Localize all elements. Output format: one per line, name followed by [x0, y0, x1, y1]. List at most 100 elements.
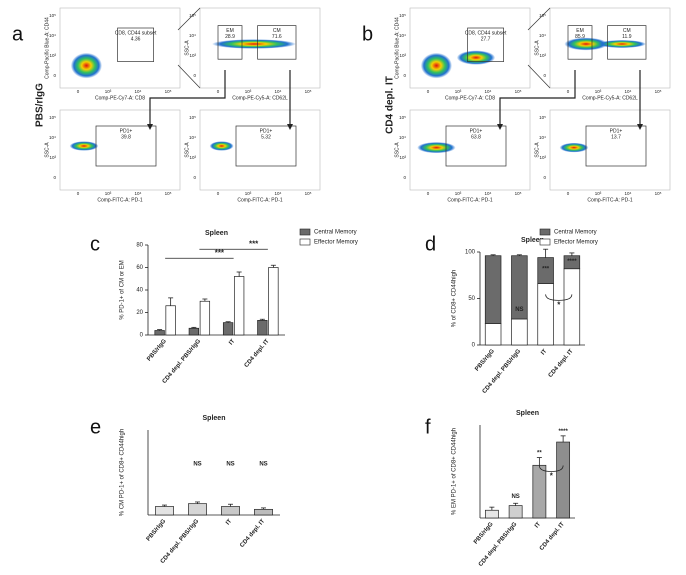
density-cloud [209, 141, 234, 151]
bar [199, 300, 211, 336]
gate-value: 63.8 [471, 134, 481, 140]
legend-swatch [539, 228, 551, 236]
bar [268, 267, 279, 336]
gate-label: EM [576, 28, 584, 34]
flow-x-label: Comp-PE-Cy5-A: CD62L [582, 95, 638, 101]
bar [155, 506, 174, 516]
x-tick-label: PBS/rIgG [474, 348, 496, 372]
flow-tick-label: 0 [567, 191, 570, 196]
panel-letter: f [425, 416, 431, 438]
flow-tick-label: 10⁵ [515, 191, 522, 196]
flow-y-label: Comp-Pacific Blue-A: CD44 [394, 17, 400, 79]
flow-tick-label: 10⁴ [49, 135, 56, 140]
legend-label: Central Memory [314, 230, 357, 236]
flow-y-label: SSC-A [534, 40, 540, 56]
bar [188, 327, 200, 336]
bar [508, 505, 523, 519]
panel-letter: c [90, 233, 100, 255]
gate-label: PD1+ [470, 128, 483, 134]
gate-value: 71.6 [272, 34, 282, 40]
flow-x-label: Comp-PE-Cy7-A: CD8 [445, 95, 495, 101]
gate-value: 4.36 [131, 36, 141, 42]
flow-tick-label: 0 [427, 191, 430, 196]
density-cloud [212, 39, 296, 49]
flow-x-label: Comp-PE-Cy7-A: CD8 [95, 95, 145, 101]
y-tick-label: 50 [468, 296, 475, 302]
chart-title: Spleen [205, 230, 228, 237]
zoom-line [177, 7, 201, 31]
y-tick-label: 20 [136, 310, 143, 316]
flow-tick-label: 10³ [539, 53, 546, 58]
density-cloud [69, 141, 99, 151]
gate-value: 11.9 [622, 34, 632, 40]
arrow-head [497, 124, 503, 130]
annotation: NS [193, 462, 201, 468]
bar-segment [484, 323, 502, 346]
flow-tick-label: 10³ [539, 155, 546, 160]
flow-tick-label: 10⁵ [189, 115, 196, 120]
sig-brace [545, 294, 573, 301]
flow-tick-label: 10³ [595, 89, 602, 94]
flow-tick-label: 10³ [105, 191, 112, 196]
panel-letter: a [12, 23, 24, 45]
annotation: **** [567, 259, 577, 265]
x-tick-label: CD4 depl. IT [539, 521, 566, 552]
bar [165, 305, 176, 336]
legend-label: Effector Memory [314, 240, 358, 246]
flow-tick-label: 10³ [595, 191, 602, 196]
flow-tick-label: 10⁵ [49, 13, 56, 18]
gate-label: CM [273, 28, 281, 34]
bar [233, 276, 245, 336]
flow-y-label: Comp-Pacific Blue-A: CD44 [44, 17, 50, 79]
flow-tick-label: 10⁴ [189, 135, 196, 140]
gate [257, 25, 297, 60]
x-tick-label: IT [540, 348, 548, 356]
flow-tick-label: 10⁴ [135, 89, 142, 94]
bar [532, 464, 547, 519]
legend-label: Central Memory [554, 230, 597, 236]
panel-letter: b [362, 23, 373, 45]
flow-tick-label: 10⁴ [399, 33, 406, 38]
flow-tick-label: 10⁵ [515, 89, 522, 94]
flow-tick-label: 10⁴ [399, 135, 406, 140]
flow-tick-label: 10⁴ [189, 33, 196, 38]
annotation: * [557, 300, 561, 309]
gate-value: 85.9 [575, 34, 585, 40]
flow-x-label: Comp-FITC-A: PD-1 [447, 197, 493, 203]
bar [154, 330, 165, 336]
x-tick-label: IT [228, 338, 236, 346]
chart-title: Spleen [516, 410, 539, 417]
flow-tick-label: 10⁴ [625, 191, 632, 196]
arrow-head [147, 124, 153, 130]
bar [257, 320, 268, 336]
density-cloud [598, 40, 646, 48]
density-cloud [456, 50, 496, 65]
zoom-line [527, 7, 551, 31]
flow-y-label: SSC-A [44, 142, 50, 158]
bar-segment [484, 255, 502, 324]
gate [445, 125, 507, 167]
flow-tick-label: 0 [77, 89, 80, 94]
flow-tick-label: 10³ [49, 53, 56, 58]
flow-tick-label: 0 [217, 89, 220, 94]
legend-swatch [299, 238, 311, 246]
x-tick-label: CD4 depl. IT [244, 338, 271, 369]
flow-x-label: Comp-FITC-A: PD-1 [237, 197, 283, 203]
gate-label: PD1+ [610, 128, 623, 134]
bar [188, 503, 207, 516]
flow-tick-label: 0 [217, 191, 220, 196]
y-axis-label: % PD-1+ of CM or EM [120, 260, 126, 320]
flow-tick-label: 10³ [49, 155, 56, 160]
flow-y-label: SSC-A [394, 142, 400, 158]
x-tick-label: CD4 depl. PBS/rIgG [162, 338, 203, 385]
panel-letter: d [425, 233, 436, 255]
flow-tick-label: 10⁴ [275, 191, 282, 196]
flow-tick-label: 0 [427, 89, 430, 94]
flow-x-label: Comp-PE-Cy5-A: CD62L [232, 95, 288, 101]
flow-tick-label: 0 [567, 89, 570, 94]
gate-label: CD8, CD44 subset [465, 30, 507, 36]
gate-value: 13.7 [611, 134, 621, 140]
x-tick-label: IT [534, 521, 542, 529]
x-tick-label: PBS/rIgG [146, 338, 168, 362]
